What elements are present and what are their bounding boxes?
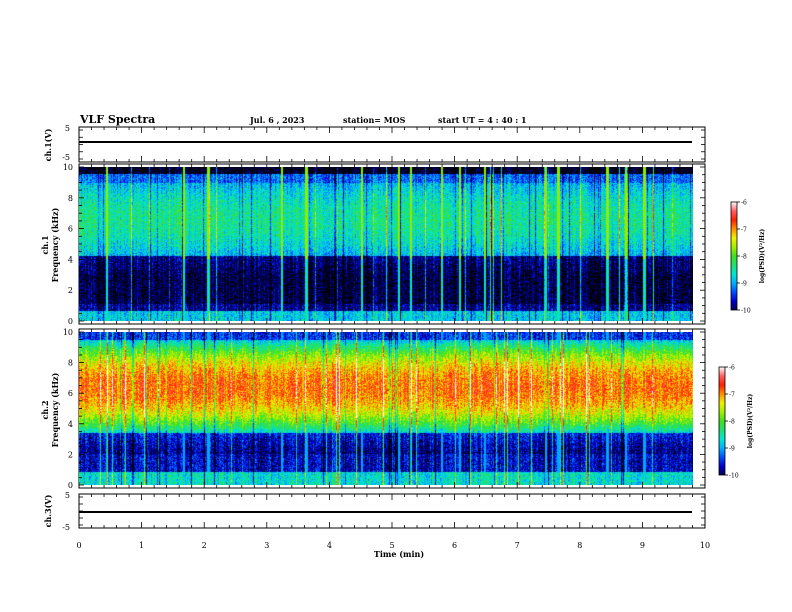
y-tick-label: 10 [63,328,73,337]
x-tick-label: 8 [577,541,582,550]
date-label: Jul. 6 , 2023 [249,115,305,125]
ch1-channel-text: ch.1 [40,235,50,254]
ch1-spectrogram-ytick-labels: 0 2 4 6 8 10 [63,163,73,326]
ch2-colorbar-scale [718,366,726,476]
y-tick-label: 6 [68,389,73,398]
y-tick-label: 0 [68,317,73,326]
colorbar-tick-label: -6 [741,200,747,207]
ch3-waveform-ylabel: ch.3(V) [43,494,53,527]
colorbar-tick-label: -10 [729,473,739,480]
colorbar-tick-label: -7 [729,392,735,399]
ch2-spectrogram-ylabel: Frequency (kHz) [50,372,60,447]
ch3-waveform-ticks [78,494,706,528]
ch1-waveform-ticks [78,127,706,162]
x-tick-label: 0 [76,541,81,550]
x-tick-label: 10 [700,541,710,550]
y-tick-label: 10 [63,163,73,172]
ch2-spectrogram-ylabel-channel: ch.2 [40,400,50,419]
ch2-spectrogram-ticks [78,329,706,488]
ch1-spectrogram-ylabel: Frequency (kHz) [50,207,60,282]
y-tick-label: 8 [68,194,73,203]
ch3-ytick-top: 5 [65,491,70,500]
x-axis-label: Time (min) [374,549,424,559]
x-tick-label: 7 [515,541,520,550]
ch2-spectrogram-image [79,332,693,485]
colorbar-tick-label: -8 [729,419,735,426]
ch2-spectrogram-panel: 0 2 4 6 8 10 ch.2 Frequency (kHz) [40,328,706,490]
ch2-colorbar-ticks: -6 -7 -8 -9 -10 [725,365,739,480]
x-tick-label: 3 [264,541,269,550]
x-axis-tick-labels: 0 1 2 3 4 5 6 7 8 9 10 [76,541,710,550]
colorbar-tick-label: -6 [729,365,735,372]
y-tick-label: 6 [68,225,73,234]
ch3-waveform-panel: 5 -5 ch.3(V) [43,491,706,532]
ch1-spectrogram-panel: 0 2 4 6 8 10 ch.1 Frequency (kHz) [40,163,706,326]
y-tick-label: 2 [68,286,73,295]
y-tick-label: 2 [68,450,73,459]
colorbar-tick-label: -9 [741,281,747,288]
ch1-ytick-bottom: -5 [62,153,70,162]
colorbar-tick-label: -10 [741,308,751,315]
ch1-ytick-top: 5 [65,124,70,133]
x-tick-label: 6 [452,541,457,550]
ch1-waveform-ylabel: ch.1(V) [43,128,53,161]
ch1-spectrogram-ylabel-channel: ch.1 [40,235,50,254]
y-tick-label: 0 [68,481,73,490]
y-tick-label: 4 [68,255,73,264]
ch1-waveform-panel: 5 -5 ch.1(V) [43,124,706,163]
ch1-colorbar: -6 -7 -8 -9 -10 log(PSD)(V²/Hz) [730,200,766,315]
colorbar-tick-label: -7 [741,227,747,234]
start-ut-label: start UT = 4 : 40 : 1 [438,115,527,125]
ch2-colorbar: -6 -7 -8 -9 -10 log(PSD)(V²/Hz) [718,365,754,480]
ch3-ytick-bottom: -5 [62,523,70,532]
x-tick-label: 9 [640,541,645,550]
ch1-spectrogram-image [79,167,693,321]
ch2-spectrogram-ytick-labels: 0 2 4 6 8 10 [63,328,73,490]
y-tick-label: 8 [68,359,73,368]
ch1-colorbar-scale [730,201,738,311]
x-tick-label: 2 [202,541,207,550]
x-tick-label: 4 [327,541,332,550]
ch1-colorbar-ticks: -6 -7 -8 -9 -10 [737,200,751,315]
x-tick-label: 1 [139,541,144,550]
station-label: station= MOS [343,115,406,125]
ch2-colorbar-label: log(PSD)(V²/Hz) [747,394,754,449]
colorbar-tick-label: -8 [741,254,747,261]
y-tick-label: 4 [68,420,73,429]
figure-title: VLF Spectra [79,113,155,126]
ch1-colorbar-label: log(PSD)(V²/Hz) [759,229,766,284]
x-tick-label: 5 [389,541,394,550]
ch1-spectrogram-ticks [78,164,706,324]
colorbar-tick-label: -9 [729,446,735,453]
